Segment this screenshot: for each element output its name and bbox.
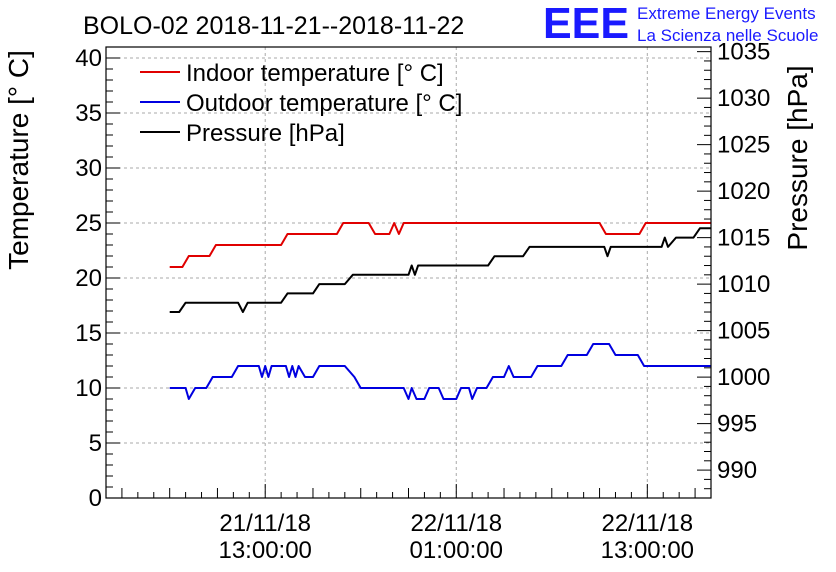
y-left-axis-title: Temperature [° C] <box>3 50 34 270</box>
chart-title: BOLO-02 2018-11-21--2018-11-22 <box>83 12 464 40</box>
y-right-tick-label: 1000 <box>717 364 770 391</box>
y-left-tick-label: 15 <box>75 320 102 347</box>
x-tick-label-date: 21/11/18 <box>219 510 311 537</box>
org-name-line1: Extreme Energy Events <box>637 4 816 23</box>
y-left-tick-label: 30 <box>75 155 102 182</box>
y-right-tick-label: 1010 <box>717 271 770 298</box>
y-right-tick-label: 1020 <box>717 178 770 205</box>
y-right-tick-label: 990 <box>717 457 757 484</box>
y-right-tick-label: 1030 <box>717 85 770 112</box>
series-line-pressure <box>169 227 711 313</box>
y-right-tick-label: 1035 <box>717 39 770 66</box>
legend-label-outdoor: Outdoor temperature [° C] <box>186 90 462 117</box>
x-tick-label-date: 22/11/18 <box>410 510 502 537</box>
y-right-tick-label: 1005 <box>717 318 770 345</box>
x-tick-label-time: 01:00:00 <box>410 537 503 564</box>
legend-label-pressure: Pressure [hPa] <box>186 120 345 147</box>
y-right-tick-label: 995 <box>717 411 757 438</box>
y-left-tick-label: 25 <box>75 210 102 237</box>
y-right-axis-title: Pressure [hPa] <box>782 65 813 250</box>
eee-logo: EEE <box>543 0 629 48</box>
org-name-line2: La Scienza nelle Scuole <box>637 26 818 45</box>
y-left-tick-label: 10 <box>75 375 102 402</box>
grid-lines <box>106 47 711 498</box>
y-left-tick-label: 20 <box>75 265 102 292</box>
y-left-tick-label: 5 <box>89 430 102 457</box>
legend: Indoor temperature [° C] Outdoor tempera… <box>140 60 462 147</box>
y-right-tick-label: 1025 <box>717 132 770 159</box>
x-tick-label-time: 13:00:00 <box>218 537 311 564</box>
y-left-tick-label: 35 <box>75 100 102 127</box>
y-left-tick-label: 0 <box>89 485 102 512</box>
y-left-tick-label: 40 <box>75 45 102 72</box>
legend-label-indoor: Indoor temperature [° C] <box>186 60 444 87</box>
x-tick-label-time: 13:00:00 <box>601 537 694 564</box>
y-right-tick-label: 1015 <box>717 225 770 252</box>
series-lines <box>169 222 711 400</box>
series-line-outdoor-temperature <box>169 343 711 400</box>
axes: 0510152025303540990995100010051010101510… <box>75 39 770 564</box>
x-tick-label-date: 22/11/18 <box>601 510 693 537</box>
series-line-indoor-temperature <box>169 222 711 268</box>
